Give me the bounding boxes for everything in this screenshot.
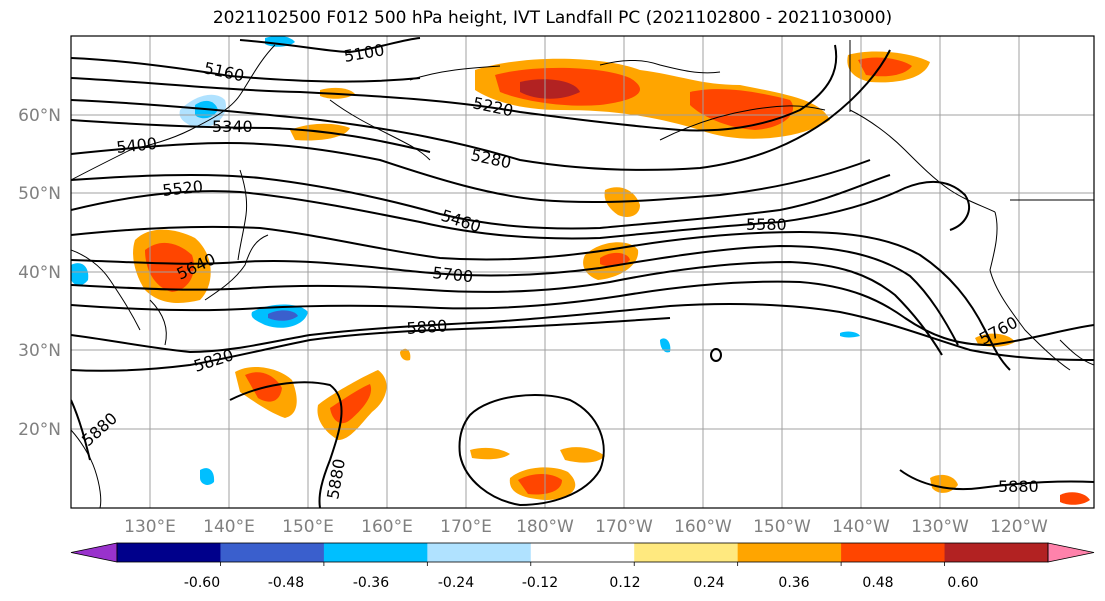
colorbar-outline	[116, 542, 1049, 563]
contour-5340	[71, 119, 431, 153]
colorbar-segment	[530, 543, 635, 562]
colorbar-tick-label: -0.12	[522, 575, 558, 591]
contour-label: 5580	[746, 215, 787, 234]
colorbar-arrow-low	[70, 542, 118, 563]
colorbar-segment	[634, 543, 739, 562]
contour-label: 5880	[406, 316, 448, 338]
contour-small-ring	[710, 348, 722, 362]
colorbar-tick-labels: -0.60 -0.48 -0.36 -0.24 -0.12 0.12 0.24 …	[184, 575, 979, 591]
lon-label: 140°E	[203, 517, 255, 537]
longitude-labels: 130°E 140°E 150°E 160°E 170°E 180°W 170°…	[124, 517, 1048, 537]
contour-5640	[71, 244, 959, 346]
lon-label: 160°E	[361, 517, 413, 537]
coastlines	[71, 40, 1094, 508]
latitude-labels: 60°N 50°N 40°N 30°N 20°N	[18, 106, 61, 440]
colorbar-segment	[220, 543, 325, 562]
contour-label: 5340	[212, 117, 253, 136]
colorbar-arrow-high	[1047, 542, 1095, 563]
colorbar-tick-label: 0.24	[693, 575, 724, 591]
lon-label: 170°W	[595, 517, 653, 537]
colorbar-segment	[737, 543, 842, 562]
colorbar-tick-label: -0.36	[353, 575, 389, 591]
lon-label: 150°E	[282, 517, 334, 537]
contour-5880-closed	[458, 394, 605, 507]
contour-label: 5880	[998, 477, 1039, 496]
contour-5400	[71, 141, 871, 204]
colorbar-segment	[944, 543, 1049, 562]
ivt-positive-shading	[133, 51, 1090, 505]
lon-label: 130°E	[124, 517, 176, 537]
lat-label: 20°N	[18, 420, 61, 440]
contour-5820	[71, 303, 1094, 361]
contour-5580	[71, 225, 1011, 371]
lat-label: 40°N	[18, 263, 61, 283]
lon-label: 120°W	[990, 517, 1048, 537]
colorbar-tick-label: -0.60	[184, 575, 220, 591]
contour-5880-main	[71, 317, 671, 372]
colorbar-tick-label: -0.24	[438, 575, 474, 591]
lon-label: 130°W	[911, 517, 969, 537]
map-title: 2021102500 F012 500 hPa height, IVT Land…	[212, 8, 893, 28]
map-frame	[70, 35, 1095, 509]
lon-label: 140°W	[832, 517, 890, 537]
ivt-negative-shading	[71, 36, 860, 485]
contour-5880-east	[899, 469, 1094, 491]
colorbar	[70, 542, 1095, 566]
colorbar-tick-label: 0.60	[947, 575, 978, 591]
colorbar-segment	[427, 543, 532, 562]
contour-label: 5700	[432, 263, 474, 286]
contour-5280	[71, 49, 891, 171]
lon-label: 170°E	[440, 517, 492, 537]
lon-label: 160°W	[674, 517, 732, 537]
lat-label: 60°N	[18, 106, 61, 126]
contour-5880-west	[71, 399, 91, 461]
contour-5880-south	[229, 381, 343, 508]
contour-5760	[71, 280, 1094, 347]
contour-label: 5520	[161, 177, 203, 200]
colorbar-segment	[323, 543, 428, 562]
contour-5100	[239, 37, 421, 54]
colorbar-tick-label: 0.12	[609, 575, 640, 591]
colorbar-segment	[841, 543, 946, 562]
lon-label: 180°W	[516, 517, 574, 537]
colorbar-segment	[117, 543, 221, 562]
contour-5160	[71, 57, 421, 83]
colorbar-tick-label: 0.48	[862, 575, 893, 591]
height-contours	[71, 37, 1094, 508]
contour-5460	[71, 173, 891, 230]
contour-label: 5400	[115, 134, 157, 157]
contour-5520	[71, 180, 970, 240]
lon-label: 150°W	[753, 517, 811, 537]
contour-5220	[71, 44, 838, 132]
colorbar-tick-label: 0.36	[778, 575, 809, 591]
colorbar-tick-label: -0.48	[268, 575, 304, 591]
lat-label: 50°N	[18, 184, 61, 204]
contour-5700	[71, 260, 943, 356]
lat-label: 30°N	[18, 341, 61, 361]
